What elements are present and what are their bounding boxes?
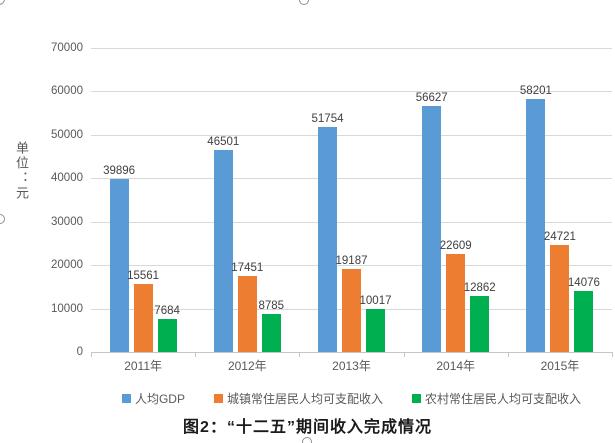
bar-data-label: 51754 (311, 113, 344, 126)
bar-data-label: 56627 (415, 92, 448, 105)
bar-data-label: 19187 (335, 254, 368, 267)
bar-农村常住居民人均可支配收入: 10017 (360, 295, 391, 352)
category-label: 2015年 (540, 359, 580, 373)
bar-data-label: 24721 (543, 230, 576, 243)
category-label: 2012年 (227, 359, 267, 373)
category-label: 2013年 (332, 359, 371, 373)
bar-农村常住居民人均可支配收入: 8785 (259, 300, 284, 352)
chart-caption: 图2：“十二五”期间收入完成情况 (183, 419, 432, 436)
bar-data-label: 17451 (231, 262, 264, 275)
category-label: 2014年 (436, 359, 476, 373)
y-tick-label: 60000 (51, 85, 83, 98)
gridline (91, 91, 612, 93)
bar-城镇常住居民人均可支配收入: 22609 (440, 240, 472, 352)
y-axis-title: 单位：元 (14, 141, 29, 201)
bar-data-label: 22609 (439, 239, 472, 252)
legend-swatch (412, 394, 421, 403)
selection-handle-bottom-center[interactable] (302, 437, 312, 443)
y-tick-label: 50000 (51, 128, 83, 141)
y-tick-label: 70000 (51, 42, 83, 54)
bar-data-label: 10017 (359, 294, 392, 307)
bar-城镇常住居民人均可支配收入: 17451 (231, 262, 263, 352)
bar-data-label: 58201 (519, 85, 552, 98)
bar-group: 39896 15561 7684 (91, 48, 195, 352)
bar-人均GDP: 39896 (103, 165, 135, 352)
bar-data-label: 7684 (154, 304, 180, 317)
selection-handle-top-left[interactable] (0, 0, 5, 5)
y-tick-label: 20000 (51, 259, 83, 272)
bar-农村常住居民人均可支配收入: 12862 (464, 282, 496, 352)
y-tick-label: 0 (76, 346, 83, 358)
gridline (91, 221, 612, 223)
bar-城镇常住居民人均可支配收入: 24721 (544, 231, 576, 352)
bar-人均GDP: 58201 (520, 85, 552, 352)
y-axis-tick-labels: 0 10000 20000 30000 40000 50000 60000 70000 (0, 42, 84, 358)
y-tick-label: 40000 (51, 172, 83, 185)
gridline (91, 134, 612, 136)
x-axis-category-labels: 2011年 2012年 2013年 2014年 2015年 (91, 357, 612, 374)
bar-人均GDP: 56627 (416, 92, 448, 352)
x-axis-tick (507, 353, 509, 357)
x-axis-tick (91, 353, 92, 357)
bar-农村常住居民人均可支配收入: 14076 (568, 277, 600, 352)
legend: 人均GDP 城镇常住居民人均可支配收入 农村常住居民人均可支配收入 (91, 390, 612, 407)
y-tick-label: 10000 (51, 302, 83, 315)
bar-group: 51754 19187 10017 (299, 48, 403, 352)
bar-data-label: 15561 (127, 270, 160, 283)
gridline (91, 48, 612, 49)
legend-item: 人均GDP (121, 390, 185, 407)
bar-data-label: 39896 (103, 164, 136, 177)
x-axis-tick (612, 353, 613, 357)
legend-item: 农村常住居民人均可支配收入 (412, 390, 581, 407)
bar-group: 58201 24721 14076 (508, 48, 612, 352)
bar-groups: 39896 15561 7684 46501 17451 8785 51754 19187 10… (91, 48, 612, 352)
bar-group: 56627 22609 12862 (404, 48, 508, 352)
bar-data-label: 46501 (207, 136, 240, 149)
bar-data-label: 12862 (463, 282, 496, 295)
legend-label: 农村常住居民人均可支配收入 (425, 392, 582, 406)
x-axis-tick (403, 353, 405, 357)
bar-农村常住居民人均可支配收入: 7684 (154, 305, 180, 352)
gridline (91, 265, 612, 267)
legend-swatch (121, 394, 131, 403)
legend-label: 人均GDP (134, 392, 185, 406)
bar-城镇常住居民人均可支配收入: 15561 (127, 270, 159, 352)
bar-人均GDP: 46501 (207, 136, 239, 352)
legend-label: 城镇常住居民人均可支配收入 (226, 392, 383, 406)
bar-人均GDP: 51754 (312, 113, 343, 352)
x-axis-tick (299, 353, 301, 357)
bar-data-label: 8785 (258, 299, 285, 312)
bar-data-label: 14076 (567, 276, 600, 289)
category-label: 2011年 (124, 359, 162, 373)
x-axis-line (91, 352, 613, 353)
gridline (91, 178, 612, 180)
bar-group: 46501 17451 8785 (195, 48, 299, 352)
x-axis-tick (195, 353, 197, 357)
bar-城镇常住居民人均可支配收入: 19187 (336, 255, 367, 352)
legend-swatch (213, 394, 223, 403)
y-tick-label: 30000 (51, 215, 83, 228)
legend-item: 城镇常住居民人均可支配收入 (213, 390, 383, 407)
selection-handle-top-center[interactable] (299, 0, 309, 5)
